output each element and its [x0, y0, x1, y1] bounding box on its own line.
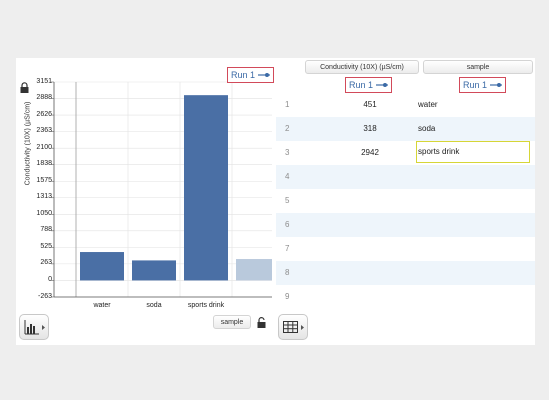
y-tick-label: 2888	[36, 94, 52, 102]
table-row[interactable]: 6	[276, 213, 535, 237]
x-axis-lock-button[interactable]	[256, 315, 267, 328]
conductivity-cell[interactable]: 451	[363, 100, 377, 109]
row-index: 2	[285, 124, 290, 133]
table-grid-icon	[283, 321, 304, 333]
table-row[interactable]: 8	[276, 261, 535, 285]
table-tools-button[interactable]	[278, 314, 308, 340]
y-tick-label: 1838	[36, 160, 52, 168]
bar-graph-icon	[24, 320, 45, 335]
bar-water	[80, 252, 124, 281]
column-run-label: Run 1	[463, 80, 488, 90]
table-row[interactable]: 4	[276, 165, 535, 189]
x-axis-button-label: sample	[220, 318, 244, 326]
row-index: 7	[285, 244, 290, 253]
x-category-label: water	[93, 302, 111, 309]
y-tick-label: 263	[40, 259, 52, 267]
y-tick-label: 788	[40, 226, 52, 234]
conductivity-cell[interactable]: 2942	[361, 148, 379, 157]
run-marker-icon	[376, 83, 389, 87]
row-index: 9	[285, 292, 290, 301]
row-index: 6	[285, 220, 290, 229]
y-tick-label: -263	[37, 292, 52, 300]
y-tick-label: 2363	[36, 127, 52, 135]
sample-cell-selected[interactable]: sports drink	[416, 141, 530, 163]
y-tick-label: 1313	[36, 193, 52, 201]
column-run1-conductivity[interactable]: Run 1	[345, 77, 393, 93]
table-row[interactable]: 7	[276, 237, 535, 261]
lock-icon	[20, 82, 29, 93]
y-tick-label: 2626	[36, 110, 52, 118]
table-row[interactable]: 5	[276, 189, 535, 213]
row-index: 4	[285, 172, 290, 181]
bar-soda	[132, 260, 176, 281]
conductivity-cell[interactable]: 318	[363, 124, 377, 133]
x-category-label: soda	[146, 302, 162, 309]
row-index: 3	[285, 148, 290, 157]
run-marker-icon	[490, 83, 503, 87]
sample-cell[interactable]: water	[418, 100, 438, 109]
y-tick-label: 525	[40, 242, 52, 250]
x-axis-sample-button[interactable]: sample	[213, 315, 251, 329]
y-tick-label: 1050	[36, 209, 52, 217]
legend-label: Run 1	[231, 70, 256, 80]
bar-sports-drink	[184, 95, 228, 281]
row-index: 8	[285, 268, 290, 277]
table-row[interactable]: 9	[276, 285, 535, 309]
column-header-label: Conductivity (10X) (µS/cm)	[320, 63, 404, 71]
column-header-conductivity[interactable]: Conductivity (10X) (µS/cm)	[305, 60, 419, 74]
table-row[interactable]: 1 451 water	[276, 93, 535, 117]
table-row[interactable]: 3 2942 sports drink	[276, 141, 535, 165]
sample-cell[interactable]: soda	[418, 124, 436, 133]
y-tick-label: 1575	[36, 176, 52, 184]
run-marker-icon	[258, 73, 271, 77]
lock-open-icon	[257, 317, 266, 328]
graph-lock-button[interactable]	[19, 80, 30, 93]
y-tick-label: 3151	[36, 77, 52, 85]
bar-selected-placeholder	[236, 259, 272, 281]
y-tick-label: 2100	[36, 143, 52, 151]
y-tick-label: 0	[48, 275, 52, 283]
table-row[interactable]: 2 318 soda	[276, 117, 535, 141]
graph-tools-button[interactable]	[19, 314, 49, 340]
row-index: 5	[285, 196, 290, 205]
row-index: 1	[285, 100, 290, 109]
column-header-sample[interactable]: sample	[423, 60, 533, 74]
x-category-label: sports drink	[187, 302, 225, 309]
column-header-label: sample	[466, 63, 490, 71]
legend-run1[interactable]: Run 1	[227, 67, 275, 83]
column-run-label: Run 1	[349, 80, 374, 90]
column-run1-sample[interactable]: Run 1	[459, 77, 507, 93]
